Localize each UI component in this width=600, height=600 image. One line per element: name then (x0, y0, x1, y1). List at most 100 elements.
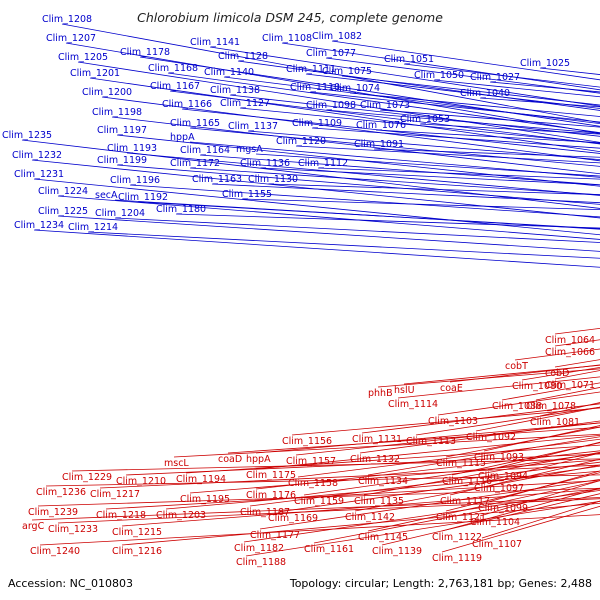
callout-line (31, 159, 600, 219)
callout-lines (21, 23, 600, 557)
callout-line (121, 488, 600, 527)
callout-line (21, 139, 600, 209)
callout-line (373, 148, 600, 158)
callout-line (45, 474, 600, 487)
callout-line (71, 458, 600, 472)
gene-label: Clim_1145 (358, 532, 408, 543)
gene-label: Clim_1027 (470, 72, 520, 83)
callout-line (189, 459, 600, 494)
gene-label: Clim_1050 (414, 70, 464, 81)
gene-label: Clim_1157 (286, 456, 336, 467)
callout-line (114, 199, 600, 230)
callout-line (277, 465, 600, 513)
gene-label: Clim_1139 (372, 546, 422, 557)
gene-label: Clim_1094 (478, 471, 528, 482)
gene-label: Clim_1088 (492, 401, 542, 412)
callout-line (129, 184, 600, 218)
callout-line (267, 183, 600, 196)
gene-label: Clim_1163 (192, 174, 242, 185)
gene-label: Clim_1098 (306, 100, 356, 111)
gene-label: cobT (505, 361, 528, 372)
gene-label: Clim_1110 (290, 82, 340, 93)
gene-label: Clim_1109 (292, 118, 342, 129)
gene-label: Clim_1114 (388, 399, 438, 410)
callout-line (325, 57, 600, 94)
callout-line (554, 327, 600, 335)
gene-label: Clim_1231 (14, 169, 64, 180)
gene-label: Clim_1107 (472, 539, 522, 550)
gene-label: Clim_1214 (68, 222, 118, 233)
gene-label: Clim_1180 (156, 204, 206, 215)
callout-line (255, 422, 600, 454)
callout-line (309, 91, 600, 123)
gene-label: Clim_1099 (478, 503, 528, 514)
callout-line (33, 229, 600, 268)
gene-label: Clim_1161 (304, 544, 354, 555)
callout-line (361, 403, 600, 434)
gene-label: Clim_1199 (97, 155, 147, 166)
gene-label: Clim_1235 (2, 130, 52, 141)
gene-label: Clim_1167 (150, 81, 200, 92)
gene-label: Clim_1216 (112, 546, 162, 557)
callout-line (65, 42, 600, 134)
gene-label: Clim_1104 (470, 517, 520, 528)
gene-label: Clim_1025 (520, 58, 570, 69)
gene-label: Clim_1217 (90, 489, 140, 500)
gene-label: Clim_1073 (360, 100, 410, 111)
gene-label: Clim_1066 (545, 347, 595, 358)
gene-label: Clim_1122 (432, 532, 482, 543)
callout-line (341, 75, 600, 106)
gene-label: Clim_1182 (234, 543, 284, 554)
callout-line (381, 493, 600, 546)
gene-label: mgsA (236, 144, 263, 155)
gene-label: Clim_1176 (246, 490, 296, 501)
gene-label: Clim_1080 (512, 381, 562, 392)
callout-line (105, 480, 600, 510)
callout-line (209, 46, 600, 107)
gene-label: Clim_1196 (110, 175, 160, 186)
gene-label: Clim_1240 (30, 546, 80, 557)
gene-label: Clim_1103 (428, 416, 478, 427)
gene-label: Clim_1119 (432, 553, 482, 564)
gene-label: Clim_1187 (240, 507, 290, 518)
callout-line (367, 480, 600, 532)
gene-label: Clim_1192 (118, 192, 168, 203)
callout-line (281, 42, 600, 91)
callout-line (317, 167, 600, 180)
gene-label: Clim_1092 (466, 432, 516, 443)
callout-line (367, 436, 600, 476)
gene-label: Clim_1121 (436, 512, 486, 523)
gene-label: Clim_1205 (58, 52, 108, 63)
callout-line (126, 152, 600, 196)
callout-line (311, 127, 600, 149)
gene-label: coaD (218, 454, 242, 465)
callout-line (185, 444, 600, 474)
gene-label: Clim_1117 (440, 496, 490, 507)
callout-line (259, 167, 600, 186)
gene-label: Clim_1134 (358, 476, 408, 487)
callout-line (175, 213, 600, 229)
gene-label: mscL (164, 458, 189, 469)
gene-label: Clim_1233 (48, 524, 98, 535)
gene-label: Clim_1239 (28, 507, 78, 518)
gene-label: Clim_1158 (288, 478, 338, 489)
gene-label: Clim_1234 (14, 220, 64, 231)
gene-label: Clim_1165 (170, 118, 220, 129)
callout-line (397, 376, 600, 399)
callout-line (377, 368, 600, 388)
callout-line (255, 434, 600, 470)
gene-label: hppA (170, 132, 195, 143)
gene-label: hslU (394, 385, 415, 396)
callout-line (89, 77, 600, 153)
callout-line (239, 107, 600, 144)
callout-line (241, 198, 600, 211)
callout-line (223, 76, 600, 125)
callout-line (57, 195, 600, 240)
callout-line (189, 127, 600, 167)
callout-line (211, 183, 600, 204)
gene-label: phhB (368, 388, 393, 399)
gene-label: Clim_1075 (322, 66, 372, 77)
gene-label: Clim_1115 (436, 458, 486, 469)
gene-label: Clim_1166 (162, 99, 212, 110)
gene-label: Clim_1224 (38, 186, 88, 197)
